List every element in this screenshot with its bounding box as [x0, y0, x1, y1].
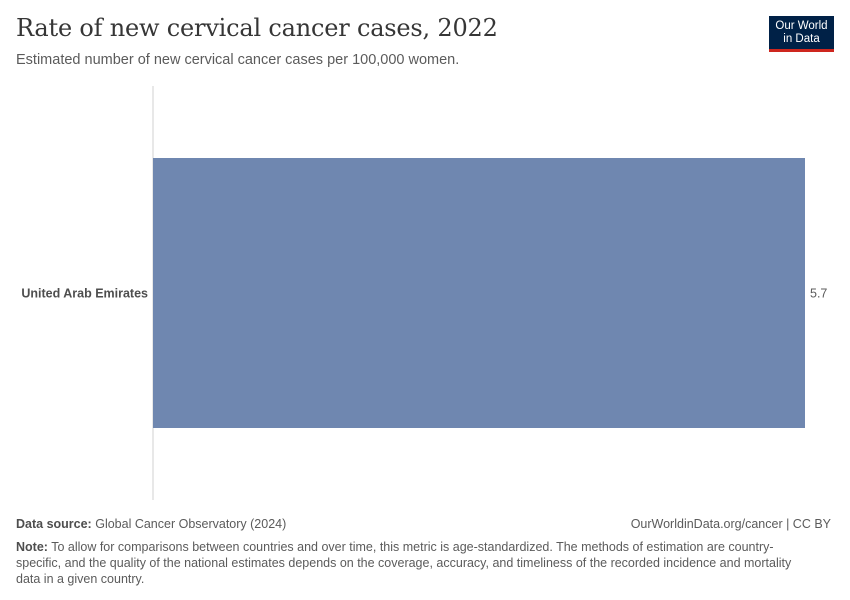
- data-source-link[interactable]: Global Cancer Observatory (2024): [95, 517, 287, 531]
- note-text: To allow for comparisons between countri…: [16, 540, 792, 586]
- logo-line-1: Our World: [775, 20, 828, 32]
- bar-united-arab-emirates[interactable]: [153, 158, 805, 428]
- chart-subtitle: Estimated number of new cervical cancer …: [16, 52, 460, 68]
- chart-title: Rate of new cervical cancer cases, 2022: [16, 14, 498, 42]
- license-link[interactable]: OurWorldinData.org/cancer | CC BY: [630, 517, 831, 531]
- data-source-label: Data source:: [16, 517, 92, 531]
- bars-group: United Arab Emirates 5.7: [21, 158, 827, 428]
- chart-note: Note: To allow for comparisons between c…: [16, 539, 816, 587]
- logo-line-2: in Data: [783, 33, 820, 45]
- note-label: Note:: [16, 540, 48, 554]
- bar-chart: United Arab Emirates 5.7: [21, 86, 827, 500]
- owid-logo[interactable]: Our World in Data: [769, 16, 834, 52]
- category-label: United Arab Emirates: [21, 287, 148, 301]
- data-source: Data source: Global Cancer Observatory (…: [16, 517, 286, 531]
- value-label: 5.7: [810, 287, 827, 301]
